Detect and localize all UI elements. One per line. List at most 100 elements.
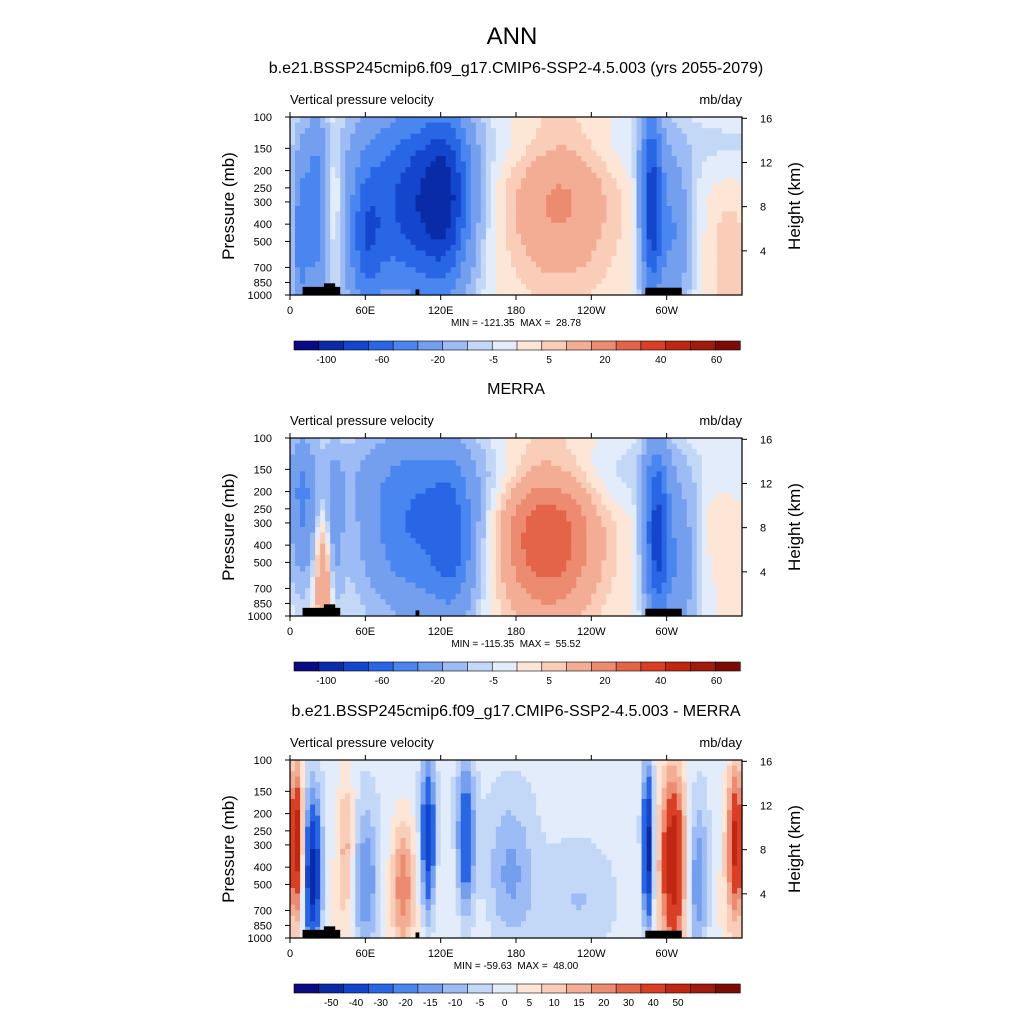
field-cell [646, 217, 653, 224]
field-cell [531, 521, 537, 528]
field-cell [686, 139, 693, 146]
field-cell [335, 267, 341, 274]
field-cell [385, 261, 392, 268]
field-cell [551, 161, 557, 168]
field-cell [516, 250, 522, 257]
field-cell [651, 200, 658, 207]
field-cell [736, 183, 743, 190]
field-cell [736, 521, 743, 528]
field-cell [696, 493, 703, 500]
field-cell [691, 554, 698, 561]
field-cell [420, 150, 427, 157]
field-cell [711, 222, 718, 229]
field-cell [435, 278, 442, 285]
field-cell [330, 244, 336, 252]
field-cell [390, 211, 397, 218]
field-cell [365, 178, 371, 185]
field-cell [480, 122, 487, 129]
field-cell [731, 476, 738, 484]
field-cell [521, 256, 527, 263]
field-cell [325, 194, 331, 202]
field-cell [350, 527, 356, 534]
field-cell [370, 133, 376, 140]
field-cell [646, 493, 653, 500]
field-cell [470, 178, 477, 185]
field-cell [611, 278, 618, 285]
field-cell [365, 543, 371, 550]
field-cell [571, 267, 577, 274]
field-cell [531, 200, 537, 207]
field-cell [430, 211, 437, 218]
field-cell [360, 217, 366, 224]
field-cell [736, 228, 743, 235]
field-cell [300, 211, 306, 218]
field-cell [340, 250, 346, 257]
field-cell [716, 554, 723, 561]
field-cell [295, 482, 301, 489]
field-cell [686, 278, 693, 285]
field-cell [621, 549, 628, 556]
field-cell [450, 283, 457, 291]
field-cell [410, 532, 417, 539]
field-cell [556, 499, 562, 506]
field-cell [445, 155, 452, 163]
field-cell [591, 493, 597, 500]
field-cell [621, 283, 628, 291]
field-cell [676, 482, 683, 489]
field-cell [591, 527, 597, 534]
field-cell [581, 206, 587, 213]
field-cell [596, 189, 602, 196]
field-cell [641, 283, 648, 291]
field-cell [616, 122, 623, 129]
field-cell [686, 256, 693, 263]
field-cell [480, 482, 487, 489]
field-cell [400, 239, 407, 246]
field-cell [596, 155, 602, 163]
field-cell [315, 256, 321, 263]
field-cell [631, 267, 638, 274]
field-cell [736, 438, 743, 445]
field-cell [541, 538, 547, 545]
field-cell [601, 211, 607, 218]
field-cell [721, 244, 728, 252]
field-cell [646, 233, 653, 240]
field-cell [651, 206, 658, 213]
field-cell [616, 167, 623, 174]
field-cell [701, 476, 708, 484]
field-cell [480, 167, 487, 174]
field-cell [736, 139, 743, 146]
field-cell [606, 521, 613, 528]
field-cell [460, 543, 467, 550]
field-cell [380, 155, 387, 163]
field-cell [310, 217, 316, 224]
field-cell [485, 471, 492, 478]
field-cell [701, 183, 708, 190]
field-cell [716, 117, 723, 124]
field-cell [350, 560, 356, 567]
field-cell [345, 244, 351, 252]
field-cell [445, 532, 452, 539]
field-cell [681, 172, 688, 179]
field-cell [360, 144, 366, 151]
field-cell [410, 189, 417, 196]
field-cell [691, 278, 698, 285]
field-cell [526, 150, 532, 157]
field-cell [641, 139, 648, 146]
field-cell [661, 532, 668, 539]
field-cell [586, 499, 592, 506]
field-cell [325, 250, 331, 257]
field-cell [415, 128, 422, 135]
field-cell [475, 161, 482, 168]
field-cell [345, 256, 351, 263]
field-cell [350, 261, 356, 268]
field-cell [586, 554, 592, 561]
field-cell [375, 532, 381, 539]
field-cell [290, 272, 296, 279]
field-cell [400, 228, 407, 235]
field-cell [701, 510, 708, 517]
field-cell [350, 155, 356, 163]
field-cell [671, 532, 678, 539]
field-cell [626, 476, 633, 484]
field-cell [591, 122, 597, 129]
field-cell [626, 465, 633, 472]
